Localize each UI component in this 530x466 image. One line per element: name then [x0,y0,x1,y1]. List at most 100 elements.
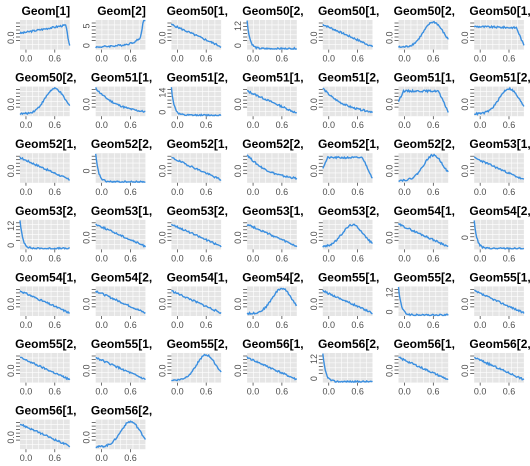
panel: Geom52[2, 0.0 0.0 0.6 [233,137,304,197]
x-tick-label: 0.6 [49,453,62,463]
panel: Geom55[1, 0.0 0.0 0.6 [309,270,380,330]
x-tick-label: 0.6 [427,120,440,130]
panel: Geom51[2, 0 14 0.0 0.6 [157,71,228,131]
panel-title: Geom55[1, [318,270,379,284]
x-tick-label: 0.0 [323,120,336,130]
x-tick-label: 0.6 [427,320,440,330]
x-tick-label: 0.0 [474,320,487,330]
x-tick-label: 0.0 [323,320,336,330]
series-line [19,423,71,448]
x-tick-label: 0.0 [247,120,260,130]
panel: Geom50[1, 0.0 0.0 0.6 [309,4,380,64]
panel: Geom50[2, 0 12 0.0 0.6 [233,4,304,64]
x-tick-label: 0.0 [95,54,108,64]
y-tick-label: 0 [82,43,92,48]
series-line [95,356,146,381]
x-tick-label: 0.0 [171,54,184,64]
y-tick-label: 0.0 [309,298,319,311]
x-tick-label: 0.6 [124,54,137,64]
x-tick-label: 0.0 [398,253,411,263]
panel-title: Geom51[2, [167,71,228,85]
x-tick-label: 0.6 [427,387,440,397]
panel: Geom54[2, 0.00.0 0.6 [82,270,153,330]
panel-title: Geom53[2, [318,204,379,218]
x-tick-label: 0.6 [200,54,213,64]
panel: Geom55[1,0.00.0 0.6 [82,337,153,397]
panel: Geom54[1,0.00.0 0.6 [385,204,456,264]
x-tick-label: 0.0 [474,187,487,197]
x-tick-label: 0.6 [124,453,137,463]
x-tick-label: 0.6 [276,387,289,397]
x-tick-label: 0.0 [398,320,411,330]
y-tick-label: 0.0 [82,98,92,111]
panel: Geom[1] 0.0 0.0 0.6 [6,4,71,64]
y-tick-label: 0.0 [460,365,470,378]
y-tick-label: 0 [309,376,319,381]
panel-title: Geom52[2, [394,137,455,151]
x-tick-label: 0.0 [247,54,260,64]
x-tick-label: 0.6 [503,54,516,64]
x-tick-label: 0.6 [124,187,137,197]
series-line [95,153,146,184]
y-tick-label: 0.0 [157,231,167,244]
panel: Geom56[2, 0 12 0.0 0.6 [309,337,380,397]
series-line [170,23,222,48]
y-tick-label: 5 [82,23,92,28]
y-tick-label: 0.0 [6,165,16,178]
series-line [246,89,298,114]
x-tick-label: 0.0 [20,253,33,263]
y-tick-label: 0.0 [157,365,167,378]
panel: Geom55[2, 0.0 0.0 0.6 [157,337,228,397]
panel-title: Geom[2] [97,4,146,18]
panel: Geom51[2, 0.0 0.0 0.6 [460,71,530,131]
x-tick-label: 0.6 [276,187,289,197]
panel-title: Geom51[1, [242,71,303,85]
panel-title: Geom50[1, [167,4,228,18]
panel: Geom56[1,0.00.0 0.6 [6,404,77,464]
panel: Geom52[1, 0.0 0.0 0.6 [157,137,228,197]
x-tick-label: 0.0 [20,387,33,397]
x-tick-label: 0.0 [247,187,260,197]
panel: Geom53[1, 0.0 0.0 0.6 [460,137,530,197]
x-tick-label: 0.6 [503,253,516,263]
panel: Geom50[2, 0.00.0 0.6 [385,4,456,64]
panel: Geom51[1,0.00.0 0.6 [385,71,456,131]
panel-title: Geom56[1, [394,337,455,351]
panel: Geom53[2, 0.0 0.0 0.6 [309,204,380,264]
panel: Geom[2] 0 5 0.0 0.6 [82,4,146,64]
series-line [171,156,222,181]
x-tick-label: 0.6 [200,320,213,330]
x-tick-label: 0.6 [503,387,516,397]
series-line [473,220,525,250]
panel: Geom54[1,0.00.0 0.6 [6,270,77,330]
x-tick-label: 0.6 [49,253,62,263]
panel-title: Geom54[2, [242,270,303,284]
x-tick-label: 0.0 [474,54,487,64]
y-tick-label: 0.0 [460,98,470,111]
panel: Geom56[2, 0.00.0 0.6 [82,404,153,464]
y-tick-label: 0.0 [6,298,16,311]
panel-title: Geom52[2, [91,137,152,151]
panel: Geom54[2, 0 0.0 0.6 [460,204,530,264]
panel-title: Geom50[1, [318,4,379,18]
x-tick-label: 0.6 [351,320,364,330]
panel: Geom51[1,0.00.0 0.6 [233,71,304,131]
series-line [19,23,71,46]
x-tick-label: 0.0 [474,253,487,263]
panel: Geom56[1,0.00.0 0.6 [385,337,456,397]
y-tick-label: 0.0 [309,98,319,111]
x-tick-label: 0.6 [200,187,213,197]
y-tick-label: 0.0 [82,431,92,444]
y-tick-label: 0.0 [6,32,16,45]
series-line [246,356,298,381]
series-line [397,286,449,317]
panel-title: Geom50[2, [242,4,303,18]
x-tick-label: 0.0 [398,120,411,130]
panel-title: Geom55[2, [15,337,76,351]
y-tick-label: 0 [460,235,470,240]
x-tick-label: 0.6 [503,120,516,130]
series-line [322,87,374,114]
x-tick-label: 0.0 [323,54,336,64]
panel: Geom51[2, 0.0 0.0 0.6 [309,71,380,131]
panel-title: Geom52[1, [167,137,228,151]
